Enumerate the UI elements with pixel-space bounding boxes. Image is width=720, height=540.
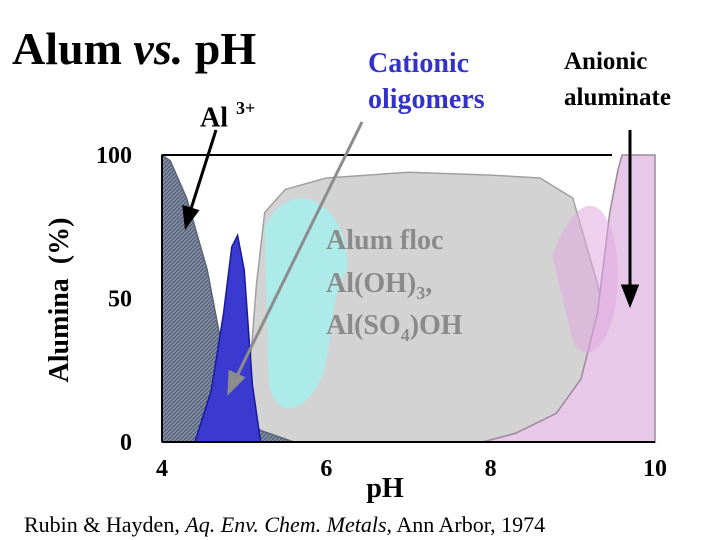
citation-rest: , Ann Arbor, 1974 [386, 512, 546, 537]
floc-cyan-patch [264, 198, 348, 409]
chart-title: Alum vs. pH [12, 22, 256, 75]
anionic-label-line2: aluminate [564, 84, 671, 111]
al3-arrow-head [182, 204, 200, 231]
al3-label: Al 3+ [200, 92, 255, 136]
y-tick-label-50: 50 [108, 287, 132, 313]
cationic-arrow-head [227, 369, 246, 396]
citation-authors: Rubin & Hayden, [24, 512, 186, 537]
anionic-label-line1: Anionic [564, 48, 648, 75]
anionic-aluminate-label: Anionic aluminate [564, 44, 671, 116]
cationic-arrow-shaft [234, 121, 364, 379]
floc-line2-comma: , [425, 268, 432, 299]
citation: Rubin & Hayden, Aq. Env. Chem. Metals, A… [24, 512, 545, 538]
cationic-label-line2: oligomers [368, 84, 485, 115]
chart-areas [161, 153, 657, 443]
y-tick-label-100: 100 [96, 143, 132, 169]
floc-line2-subscript: 3 [416, 283, 425, 303]
anionic-arrow [620, 130, 640, 309]
cationic-oligomers-label: Cationic oligomers [368, 46, 485, 118]
y-tick-label-0: 0 [120, 430, 132, 456]
citation-journal: Aq. Env. Chem. Metals [185, 512, 387, 537]
floc-label-line2: Al(OH)3, [326, 268, 432, 303]
title-ph: pH [194, 23, 257, 74]
floc-line3-main: Al(SO [326, 310, 401, 341]
x-tick-label-4: 4 [156, 456, 168, 482]
al3-arrow-shaft [188, 129, 218, 213]
cationic-label-line1: Cationic [368, 48, 470, 79]
floc-line3-subscript: 4 [401, 325, 410, 345]
series-area-cationic-oligomers [193, 233, 262, 443]
aluminate-deep-patch [552, 205, 619, 353]
floc-label: Alum floc Al(OH)3, Al(SO4)OH [326, 225, 463, 345]
cationic-arrow [227, 121, 364, 396]
title-vs: vs. [133, 23, 184, 74]
anionic-arrow-head [620, 284, 640, 309]
floc-label-line1: Alum floc [326, 225, 443, 256]
x-tick-label-6: 6 [320, 456, 332, 482]
al3-label-superscript: 3+ [236, 98, 256, 118]
al3-arrow [182, 129, 218, 231]
floc-line3-end: )OH [410, 310, 463, 341]
title-main: Alum [12, 23, 122, 74]
y-axis-label: Alumina (%) [44, 218, 75, 383]
series-area-anionic-aluminate [482, 154, 656, 443]
floc-line2-main: Al(OH) [326, 268, 416, 299]
floc-label-line3: Al(SO4)OH [326, 310, 463, 345]
x-axis-label: pH [366, 473, 404, 504]
al3-label-text: Al [200, 102, 228, 134]
x-tick-label-8: 8 [485, 456, 497, 482]
x-tick-label-10: 10 [643, 456, 667, 482]
